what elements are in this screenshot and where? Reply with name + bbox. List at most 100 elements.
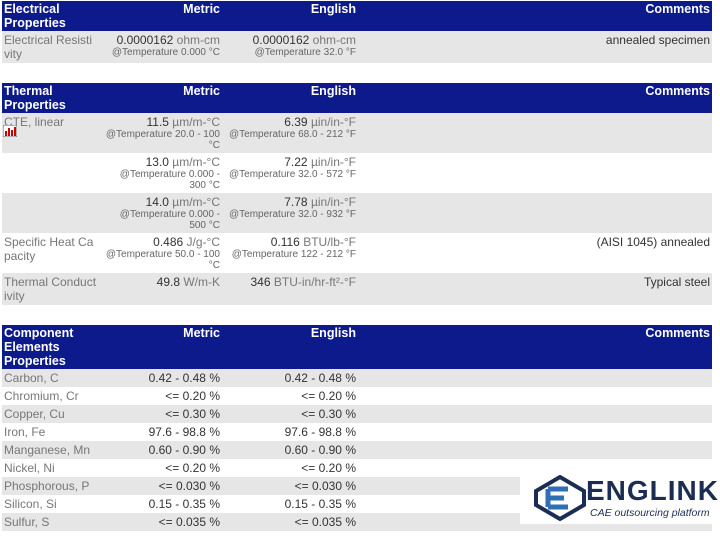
metric: 97.6 - 98.8 % — [100, 423, 222, 441]
metric: <= 0.030 % — [100, 477, 222, 495]
unit: BTU/lb-°F — [303, 235, 356, 249]
value: 7.22 — [284, 155, 308, 169]
header-cell: Comments — [358, 325, 712, 369]
value-line: 346 BTU-in/hr-ft²-°F — [224, 275, 357, 289]
value-line: 0.0000162 ohm-cm — [102, 33, 220, 47]
unit: µin/in-°F — [310, 155, 356, 169]
header-row: Component Elements Properties Metric Engli… — [2, 325, 712, 369]
row: Nickel, Ni <= 0.20 % <= 0.20 % — [2, 459, 712, 477]
condition: @Temperature 0.000 °C — [111, 47, 220, 58]
value: 13.0 — [145, 155, 169, 169]
header-cell: English — [222, 325, 358, 369]
metric: 14.0 µm/m-°C @Temperature 0.000 - 500 °C — [100, 193, 222, 233]
header-row: Electrical Properties Metric English Commen… — [2, 1, 712, 31]
metric: 0.42 - 0.48 % — [100, 369, 222, 387]
value: <= 0.20 % — [301, 389, 356, 403]
value: 0.15 - 0.35 % — [148, 497, 220, 511]
header-cell: Electrical Properties — [2, 1, 100, 31]
value: 0.486 — [153, 235, 184, 249]
value: 0.116 — [270, 235, 300, 249]
english: 0.116 BTU/lb-°F @Temperature 122 - 212 °F — [222, 233, 358, 273]
metric: 13.0 µm/m-°C @Temperature 0.000 - 300 °C — [100, 153, 222, 193]
value: <= 0.030 % — [294, 479, 356, 493]
condition: @Temperature 32.0 - 572 °F — [229, 169, 356, 180]
unit: ohm-cm — [312, 33, 356, 47]
english: 0.15 - 0.35 % — [222, 495, 358, 513]
property: Iron, Fe — [4, 425, 46, 439]
header-cell: Thermal Properties — [2, 83, 100, 113]
condition: @Temperature 50.0 - 100 °C — [105, 249, 220, 271]
comments — [358, 405, 712, 423]
english: <= 0.20 % — [222, 387, 358, 405]
value: 0.60 - 0.90 % — [148, 443, 220, 457]
header-cell: Comments — [358, 1, 712, 31]
row: 14.0 µm/m-°C @Temperature 0.000 - 500 °C 7… — [2, 193, 712, 233]
metric: 0.486 J/g-°C @Temperature 50.0 - 100 °C — [100, 233, 222, 273]
value-line: 7.22 µin/in-°F — [224, 155, 356, 169]
metric: 11.5 µm/m-°C @Temperature 20.0 - 100 °C — [100, 113, 222, 153]
english: 0.0000162 ohm-cm @Temperature 32.0 °F — [222, 31, 358, 63]
logo-tagline: CAE outsourcing platform — [590, 507, 710, 519]
header-cell: English — [222, 1, 358, 31]
header-cell: Metric — [100, 1, 222, 31]
value: 97.6 - 98.8 % — [148, 425, 220, 439]
value: <= 0.035 % — [294, 515, 356, 529]
metric: <= 0.30 % — [100, 405, 222, 423]
metric: <= 0.20 % — [100, 387, 222, 405]
condition: @Temperature 68.0 - 212 °F — [229, 129, 356, 140]
english: 7.78 µin/in-°F @Temperature 32.0 - 932 °F — [222, 193, 358, 233]
value: 11.5 — [146, 115, 169, 129]
value-line: 7.78 µin/in-°F — [224, 195, 356, 209]
comments — [358, 387, 712, 405]
comments: Typical steel — [358, 273, 712, 305]
value-line: 6.39 µin/in-°F — [224, 115, 356, 129]
property: Electrical Resistivity — [2, 31, 100, 63]
comments: (AISI 1045) annealed — [596, 235, 710, 249]
property-table: Thermal Properties Metric English Comments C… — [2, 83, 712, 305]
property: Manganese, Mn — [2, 441, 100, 459]
value: <= 0.30 % — [165, 407, 220, 421]
row: CTE, linear 11.5 µm/m-°C @Temperature 20.0… — [2, 113, 712, 153]
chart-icon — [3, 125, 17, 137]
unit: ohm-cm — [176, 33, 220, 47]
english: 6.39 µin/in-°F @Temperature 68.0 - 212 °F — [222, 113, 358, 153]
property: Chromium, Cr — [4, 389, 79, 403]
logo-icon — [534, 475, 586, 521]
value: 0.0000162 — [252, 33, 310, 47]
unit: µin/in-°F — [310, 115, 356, 129]
metric: 0.15 - 0.35 % — [100, 495, 222, 513]
row: Silicon, Si 0.15 - 0.35 % 0.15 - 0.35 % — [2, 495, 712, 513]
row: Electrical Resistivity 0.0000162 ohm-cm @T… — [2, 31, 712, 63]
value-line: 49.8 W/m-K — [102, 275, 220, 289]
value: <= 0.030 % — [158, 479, 220, 493]
value: 97.6 - 98.8 % — [284, 425, 356, 439]
condition: @Temperature 0.000 - 300 °C — [119, 169, 220, 191]
value: <= 0.035 % — [158, 515, 220, 529]
metric: 49.8 W/m-K — [100, 273, 222, 305]
value: 6.39 — [284, 115, 308, 129]
value: 346 — [250, 275, 271, 289]
metric: <= 0.035 % — [100, 513, 222, 531]
english: <= 0.035 % — [222, 513, 358, 531]
english: 97.6 - 98.8 % — [222, 423, 358, 441]
property: Phosphorous, P — [2, 477, 100, 495]
english: 7.22 µin/in-°F @Temperature 32.0 - 572 °F — [222, 153, 358, 193]
property: Specific Heat Capacity — [4, 235, 94, 263]
english: <= 0.30 % — [222, 405, 358, 423]
value-line: 0.0000162 ohm-cm — [224, 33, 356, 47]
property: CTE, linear — [2, 113, 100, 153]
logo-name: ENGLINK — [586, 475, 719, 506]
row: Thermal Conductivity 49.8 W/m-K 346 BTU-in… — [2, 273, 712, 305]
property: Silicon, Si — [4, 497, 57, 511]
unit: µm/m-°C — [172, 155, 220, 169]
condition: @Temperature 32.0 °F — [254, 47, 356, 58]
header-cell: Comments — [358, 83, 712, 113]
value: 14.0 — [145, 195, 169, 209]
value: 0.42 - 0.48 % — [148, 371, 220, 385]
row: Chromium, Cr <= 0.20 % <= 0.20 % — [2, 387, 712, 405]
logo: ENGLINK CAE outsourcing platform — [520, 471, 720, 524]
english: 0.60 - 0.90 % — [222, 441, 358, 459]
row: Iron, Fe 97.6 - 98.8 % 97.6 - 98.8 % — [2, 423, 712, 441]
header-cell: Metric — [100, 325, 222, 369]
